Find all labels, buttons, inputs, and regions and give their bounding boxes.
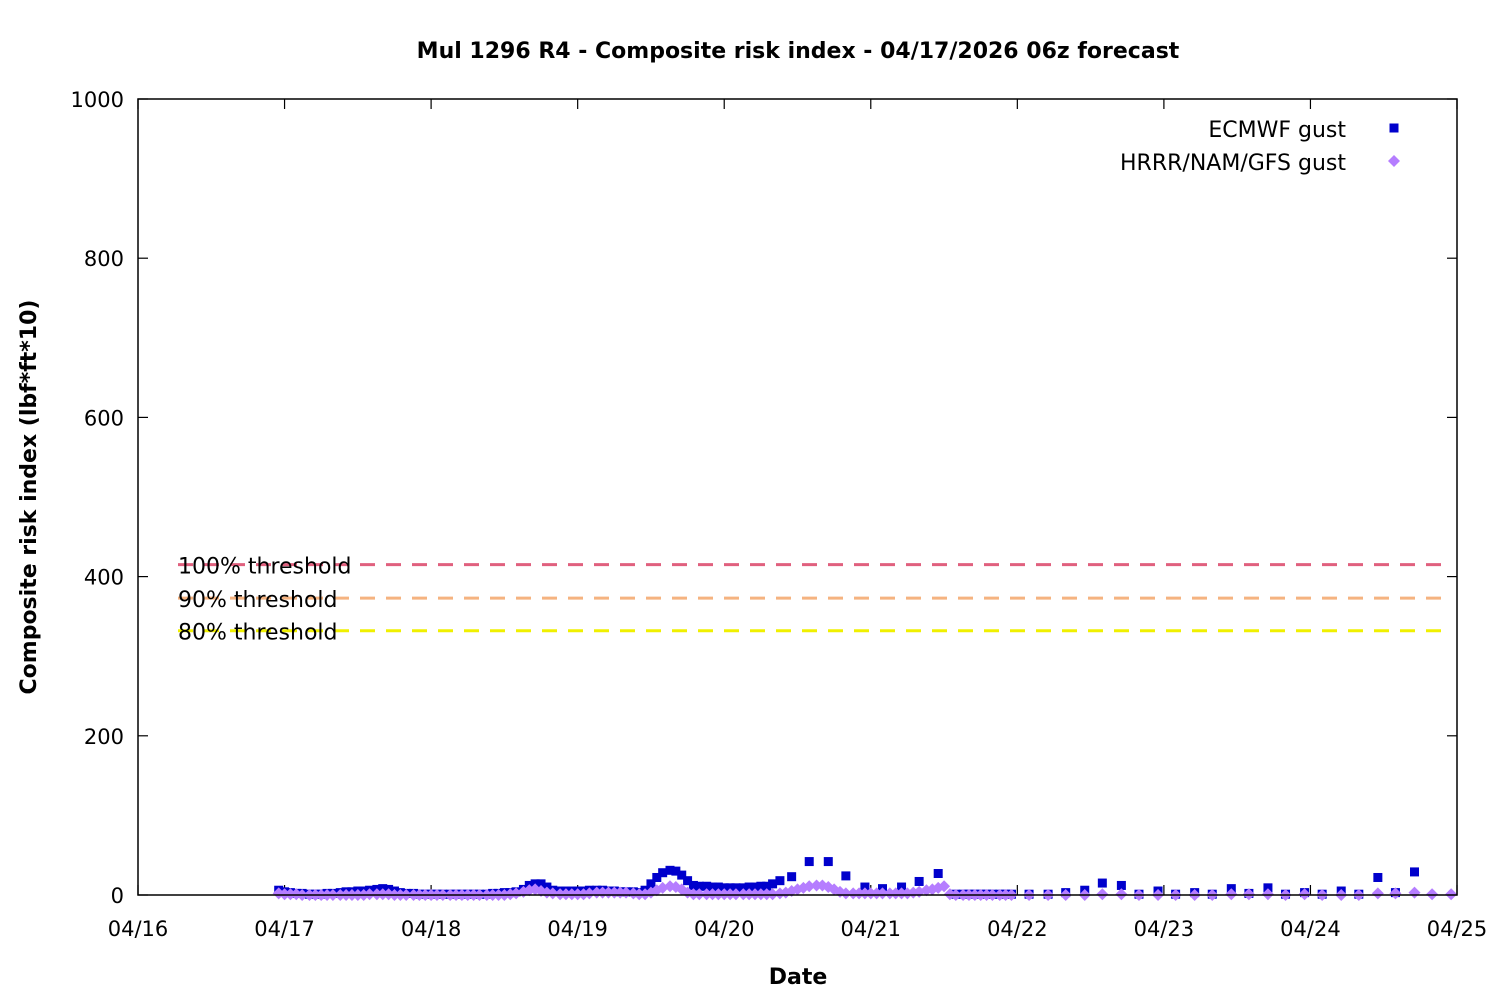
legend-marker: [1388, 155, 1400, 167]
data-point: [750, 882, 760, 892]
data-point: [1426, 888, 1439, 901]
data-point: [738, 883, 748, 893]
chart-title: Mul 1296 R4 - Composite risk index - 04/…: [417, 39, 1180, 64]
plot-frame: [137, 98, 1458, 896]
x-tick-label: 04/17: [254, 917, 315, 941]
data-point: [933, 869, 943, 879]
data-point: [1096, 888, 1109, 901]
data-point: [756, 881, 766, 891]
data-point: [1242, 888, 1255, 901]
data-point: [688, 880, 698, 890]
data-point: [693, 888, 706, 901]
x-axis-label: Date: [769, 965, 828, 990]
data-point: [938, 880, 951, 893]
data-point: [876, 887, 889, 900]
y-tick-label: 200: [84, 725, 124, 749]
data-point: [658, 868, 668, 878]
x-tick-label: 04/16: [108, 917, 169, 941]
y-tick-label: 400: [84, 566, 124, 590]
data-point: [775, 876, 785, 886]
data-point: [731, 883, 741, 893]
data-point: [1445, 888, 1458, 901]
data-point: [1115, 888, 1128, 901]
threshold-label: 80% threshold: [178, 621, 338, 646]
data-point: [897, 882, 907, 892]
data-point: [725, 883, 735, 893]
x-tick-label: 04/19: [547, 917, 608, 941]
data-point: [744, 882, 754, 892]
threshold-label: 100% threshold: [178, 555, 352, 580]
data-point: [646, 879, 656, 889]
data-point: [546, 887, 559, 900]
legend-marker: [1389, 123, 1399, 133]
data-point: [665, 865, 675, 875]
data-point: [363, 888, 376, 901]
data-point: [713, 882, 723, 892]
data-point: [1261, 888, 1274, 901]
x-tick-label: 04/23: [1134, 917, 1195, 941]
data-point: [804, 857, 814, 867]
data-point: [702, 881, 712, 891]
data-point: [766, 888, 779, 901]
y-tick-label: 1000: [71, 88, 124, 112]
data-point: [787, 872, 797, 882]
x-tick-label: 04/18: [401, 917, 462, 941]
data-point: [1298, 888, 1311, 901]
data-point: [1373, 872, 1383, 882]
data-point: [707, 882, 717, 892]
x-tick-label: 04/25: [1427, 917, 1488, 941]
data-point: [677, 870, 687, 880]
data-point: [719, 883, 729, 893]
x-tick-label: 04/24: [1280, 917, 1341, 941]
x-tick-label: 04/22: [987, 917, 1048, 941]
data-point: [768, 879, 778, 889]
x-tick-label: 04/20: [694, 917, 755, 941]
data-point: [823, 857, 833, 867]
data-point: [652, 872, 662, 882]
data-point: [1371, 887, 1384, 900]
x-tick-label: 04/21: [841, 917, 902, 941]
data-point: [841, 871, 851, 881]
data-point: [803, 880, 816, 893]
data-point: [583, 887, 596, 900]
axis-ticks: 04/16 04/17 04/18 04/19 04/20 04/21 04/22 04/23…: [71, 88, 1488, 941]
data-point: [1389, 887, 1402, 900]
legend: ECMWF gust HRRR/NAM/GFS gust: [1120, 118, 1400, 176]
y-axis-label: Composite risk index (lbf*ft*10): [17, 300, 42, 695]
legend-label: ECMWF gust: [1208, 118, 1346, 143]
data-point: [839, 887, 852, 900]
data-point: [1116, 880, 1126, 890]
data-point: [1225, 888, 1238, 901]
data-point: [914, 876, 924, 886]
legend-label: HRRR/NAM/GFS gust: [1120, 151, 1346, 176]
data-point: [1097, 878, 1107, 888]
data-point: [671, 866, 681, 876]
y-tick-label: 600: [84, 406, 124, 430]
y-tick-label: 0: [111, 884, 124, 908]
data-point: [1409, 867, 1419, 877]
data-point: [1263, 883, 1273, 893]
data-point: [762, 881, 772, 891]
data-point: [694, 881, 704, 891]
threshold-label: 90% threshold: [178, 588, 338, 613]
data-point: [1408, 886, 1421, 899]
data-point: [683, 876, 693, 886]
threshold-lines: 100% threshold 90% threshold 80% threshold: [178, 555, 1443, 646]
y-tick-label: 800: [84, 247, 124, 271]
data-point: [729, 888, 742, 901]
data-point: [536, 879, 546, 889]
data-point: [860, 882, 870, 892]
